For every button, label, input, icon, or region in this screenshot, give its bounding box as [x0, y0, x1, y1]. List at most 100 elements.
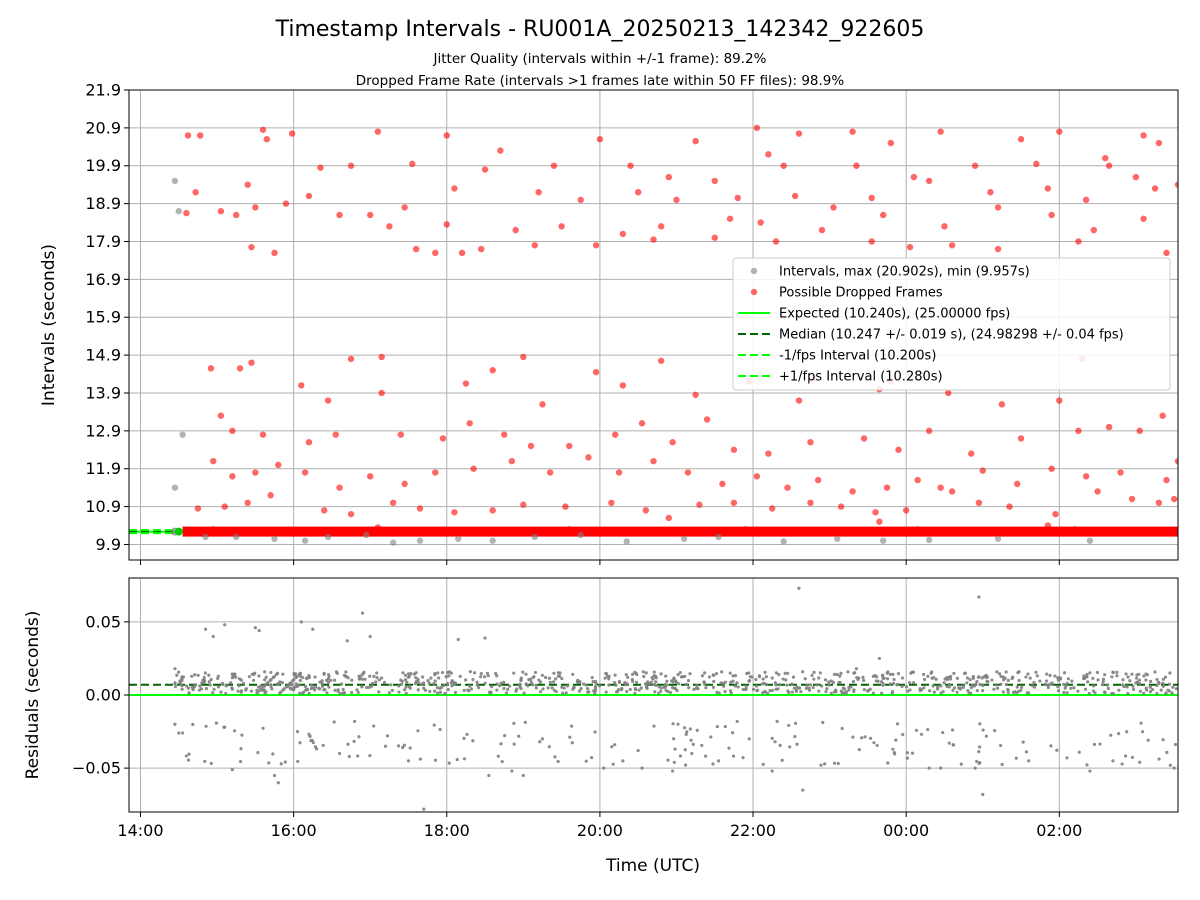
bot-residual-cluster-point-899 [190, 685, 194, 689]
bot-residual-low-point-131 [1077, 750, 1081, 754]
bot-residual-cluster-point-387 [423, 688, 428, 692]
top-dropped-point-209 [210, 526, 217, 533]
bot-residual-cluster-point-687 [962, 684, 966, 688]
bot-residual-cluster-point-618 [981, 689, 985, 693]
bot-residual-low-point-8 [715, 724, 719, 729]
chart-subtitle-dropped: Dropped Frame Rate (intervals >1 frames … [356, 73, 845, 89]
top-dropped-point-45 [577, 196, 584, 204]
bot-residual-cluster-point-678 [1170, 691, 1174, 695]
top-dropped-point-54 [1044, 185, 1052, 192]
bot-residual-cluster-point-373 [447, 670, 451, 674]
top-dropped-point-108 [324, 397, 332, 404]
top-interval-point-16 [623, 538, 630, 545]
bot-residual-cluster-point-740 [532, 675, 536, 679]
top-dropped-point-168 [914, 476, 921, 484]
bot-interval-point-28 [540, 737, 545, 741]
bot-residual-cluster-point-538 [728, 671, 732, 675]
top-dropped-point-38 [217, 207, 225, 215]
bot-residual-cluster-point-881 [895, 683, 899, 687]
bot-interval-point-39 [854, 667, 859, 671]
bot-residual-cluster-point-851 [881, 673, 885, 678]
bot-residual-low-point-160 [778, 743, 782, 747]
bot-residual-cluster-point-380 [696, 687, 700, 691]
bot-interval-point-41 [927, 766, 931, 770]
top-dropped-point-36 [1132, 173, 1140, 181]
bot-residual-cluster-point-170 [1024, 675, 1028, 679]
bot-residual-cluster-point-831 [301, 690, 306, 694]
bot-residual-cluster-point-834 [325, 691, 329, 695]
bot-residual-cluster-point-691 [231, 674, 235, 679]
bot-residual-cluster-point-174 [805, 683, 809, 688]
bot-residual-cluster-point-329 [812, 670, 816, 674]
top-dropped-point-188 [562, 503, 569, 510]
bot-residual-cluster-point-199 [375, 675, 379, 680]
bot-residual-cluster-point-79 [714, 672, 719, 676]
bot-residual-cluster-point-863 [262, 688, 266, 692]
bot-residual-cluster-point-696 [670, 679, 674, 683]
bot-residual-cluster-point-783 [1004, 682, 1009, 687]
bot-residual-cluster-point-122 [711, 685, 716, 690]
bot-residual-low-point-41 [1146, 738, 1150, 742]
bot-residual-cluster-point-275 [252, 678, 256, 682]
bot-residual-cluster-point-12 [294, 682, 298, 686]
bot-residual-cluster-point-739 [519, 678, 523, 683]
bot-residual-low-point-33 [568, 735, 572, 739]
bot-residual-low-point-170 [892, 750, 896, 755]
bot-residual-cluster-point-892 [1053, 674, 1057, 678]
top-dropped-point-109 [378, 389, 385, 397]
bot-residual-low-point-148 [418, 757, 422, 761]
bot-residual-cluster-point-472 [309, 683, 313, 687]
bot-residual-cluster-point-591 [436, 691, 440, 695]
bot-residual-cluster-point-347 [999, 682, 1003, 686]
bot-residual-cluster-point-736 [1093, 691, 1097, 695]
bot-residual-cluster-point-429 [426, 678, 430, 683]
bot-residual-cluster-point-230 [829, 691, 833, 695]
bot-ytick-label-2: 0.05 [85, 612, 121, 631]
bot-residual-cluster-point-362 [453, 690, 458, 695]
bot-residual-cluster-point-603 [1105, 683, 1109, 687]
bot-residual-cluster-point-703 [777, 672, 781, 677]
top-dropped-point-35 [1105, 162, 1113, 169]
bot-residual-cluster-point-835 [648, 682, 653, 686]
bot-residual-cluster-point-334 [1038, 679, 1042, 683]
bot-residual-cluster-point-697 [1135, 680, 1140, 684]
bot-residual-cluster-point-762 [543, 675, 548, 680]
top-dropped-frames-band [182, 526, 1178, 537]
bot-residual-cluster-point-274 [502, 680, 506, 684]
bot-interval-point-16 [337, 751, 342, 756]
bot-residual-low-point-44 [978, 745, 982, 749]
bot-residual-cluster-point-382 [397, 684, 401, 688]
bot-interval-point-37 [801, 788, 805, 792]
top-dropped-point-182 [347, 510, 355, 518]
top-dropped-point-20 [1102, 154, 1109, 162]
top-dropped-point-98 [378, 353, 385, 361]
bot-residual-low-point-153 [352, 739, 356, 743]
bot-residual-cluster-point-792 [824, 689, 828, 694]
bot-residual-cluster-point-526 [257, 674, 261, 678]
top-dropped-point-96 [248, 359, 255, 366]
top-dropped-point-10 [849, 128, 856, 135]
bot-residual-cluster-point-71 [512, 671, 516, 675]
top-ytick-label-10: 19.9 [85, 156, 121, 175]
bot-residual-cluster-point-51 [1072, 686, 1076, 690]
bot-residual-low-point-117 [238, 760, 243, 764]
bot-residual-cluster-point-718 [999, 674, 1003, 679]
bot-residual-cluster-point-683 [623, 680, 627, 685]
top-dropped-point-90 [1163, 249, 1170, 257]
top-dropped-point-16 [627, 162, 634, 169]
top-dropped-point-9 [795, 130, 803, 137]
bot-residual-low-point-130 [770, 736, 774, 740]
bot-residual-cluster-point-716 [357, 674, 361, 678]
top-dropped-point-64 [512, 226, 519, 234]
bot-interval-point-10 [257, 629, 261, 633]
top-dropped-point-72 [941, 223, 948, 230]
bot-residual-cluster-point-360 [464, 678, 468, 682]
bot-residual-low-point-63 [569, 724, 574, 728]
bot-residual-cluster-point-400 [1048, 673, 1052, 678]
bot-residual-low-point-159 [1021, 740, 1025, 744]
bot-residual-low-point-137 [396, 744, 401, 748]
top-dropped-point-22 [244, 181, 251, 188]
bot-residual-cluster-point-590 [888, 682, 892, 686]
bot-residual-cluster-point-554 [180, 687, 184, 691]
bot-residual-low-point-49 [222, 725, 226, 729]
